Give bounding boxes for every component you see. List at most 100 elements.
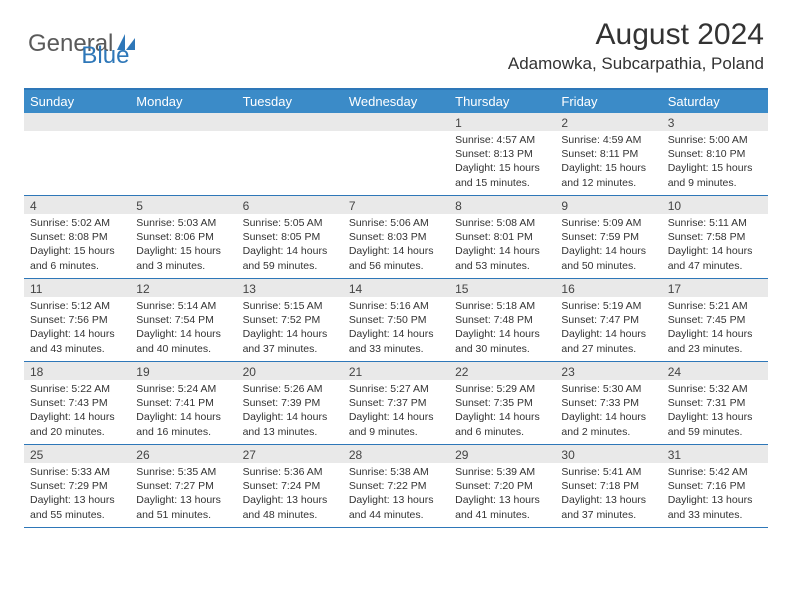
- calendar-header-cell: Sunday: [24, 90, 130, 113]
- location-text: Adamowka, Subcarpathia, Poland: [508, 54, 764, 74]
- calendar-week: 18Sunrise: 5:22 AMSunset: 7:43 PMDayligh…: [24, 362, 768, 445]
- daylight-text: Daylight: 13 hours and 33 minutes.: [668, 493, 762, 521]
- daylight-text: Daylight: 15 hours and 15 minutes.: [455, 161, 549, 189]
- calendar-header-cell: Monday: [130, 90, 236, 113]
- sunset-text: Sunset: 7:37 PM: [349, 396, 443, 410]
- calendar-cell: 19Sunrise: 5:24 AMSunset: 7:41 PMDayligh…: [130, 362, 236, 444]
- day-number: 31: [662, 445, 768, 463]
- day-number: 30: [555, 445, 661, 463]
- sunrise-text: Sunrise: 5:42 AM: [668, 465, 762, 479]
- day-body: [237, 131, 343, 137]
- day-body: Sunrise: 5:26 AMSunset: 7:39 PMDaylight:…: [237, 380, 343, 443]
- daylight-text: Daylight: 14 hours and 43 minutes.: [30, 327, 124, 355]
- calendar-header-cell: Friday: [555, 90, 661, 113]
- day-number: 16: [555, 279, 661, 297]
- daylight-text: Daylight: 13 hours and 41 minutes.: [455, 493, 549, 521]
- calendar-cell: 7Sunrise: 5:06 AMSunset: 8:03 PMDaylight…: [343, 196, 449, 278]
- sunrise-text: Sunrise: 5:32 AM: [668, 382, 762, 396]
- day-body: Sunrise: 5:24 AMSunset: 7:41 PMDaylight:…: [130, 380, 236, 443]
- calendar-cell: 17Sunrise: 5:21 AMSunset: 7:45 PMDayligh…: [662, 279, 768, 361]
- sunrise-text: Sunrise: 5:08 AM: [455, 216, 549, 230]
- sunset-text: Sunset: 8:03 PM: [349, 230, 443, 244]
- sunset-text: Sunset: 7:58 PM: [668, 230, 762, 244]
- day-body: Sunrise: 5:30 AMSunset: 7:33 PMDaylight:…: [555, 380, 661, 443]
- calendar-week: 11Sunrise: 5:12 AMSunset: 7:56 PMDayligh…: [24, 279, 768, 362]
- calendar-cell: 30Sunrise: 5:41 AMSunset: 7:18 PMDayligh…: [555, 445, 661, 527]
- day-body: Sunrise: 5:15 AMSunset: 7:52 PMDaylight:…: [237, 297, 343, 360]
- day-body: Sunrise: 5:36 AMSunset: 7:24 PMDaylight:…: [237, 463, 343, 526]
- sunset-text: Sunset: 7:56 PM: [30, 313, 124, 327]
- calendar-header-cell: Thursday: [449, 90, 555, 113]
- day-body: [24, 131, 130, 137]
- daylight-text: Daylight: 15 hours and 6 minutes.: [30, 244, 124, 272]
- sunset-text: Sunset: 8:13 PM: [455, 147, 549, 161]
- sunset-text: Sunset: 7:31 PM: [668, 396, 762, 410]
- page-header: General Blue August 2024 Adamowka, Subca…: [0, 0, 792, 82]
- sunset-text: Sunset: 8:10 PM: [668, 147, 762, 161]
- day-body: [343, 131, 449, 137]
- calendar-cell: 14Sunrise: 5:16 AMSunset: 7:50 PMDayligh…: [343, 279, 449, 361]
- day-body: Sunrise: 5:21 AMSunset: 7:45 PMDaylight:…: [662, 297, 768, 360]
- calendar-cell: 18Sunrise: 5:22 AMSunset: 7:43 PMDayligh…: [24, 362, 130, 444]
- sunset-text: Sunset: 8:05 PM: [243, 230, 337, 244]
- sunset-text: Sunset: 7:43 PM: [30, 396, 124, 410]
- sunrise-text: Sunrise: 5:24 AM: [136, 382, 230, 396]
- day-number: 23: [555, 362, 661, 380]
- calendar-cell: [24, 113, 130, 195]
- calendar-cell: 25Sunrise: 5:33 AMSunset: 7:29 PMDayligh…: [24, 445, 130, 527]
- daylight-text: Daylight: 14 hours and 27 minutes.: [561, 327, 655, 355]
- day-number: 10: [662, 196, 768, 214]
- day-body: Sunrise: 5:03 AMSunset: 8:06 PMDaylight:…: [130, 214, 236, 277]
- sunrise-text: Sunrise: 5:09 AM: [561, 216, 655, 230]
- day-number: 27: [237, 445, 343, 463]
- day-number: 21: [343, 362, 449, 380]
- calendar-cell: 31Sunrise: 5:42 AMSunset: 7:16 PMDayligh…: [662, 445, 768, 527]
- sunset-text: Sunset: 7:33 PM: [561, 396, 655, 410]
- day-number: 2: [555, 113, 661, 131]
- calendar-cell: 27Sunrise: 5:36 AMSunset: 7:24 PMDayligh…: [237, 445, 343, 527]
- day-number: 20: [237, 362, 343, 380]
- day-body: Sunrise: 5:32 AMSunset: 7:31 PMDaylight:…: [662, 380, 768, 443]
- calendar-cell: 12Sunrise: 5:14 AMSunset: 7:54 PMDayligh…: [130, 279, 236, 361]
- day-number: 22: [449, 362, 555, 380]
- day-number: 3: [662, 113, 768, 131]
- sunset-text: Sunset: 7:22 PM: [349, 479, 443, 493]
- day-number: 24: [662, 362, 768, 380]
- sunrise-text: Sunrise: 5:22 AM: [30, 382, 124, 396]
- calendar-cell: 20Sunrise: 5:26 AMSunset: 7:39 PMDayligh…: [237, 362, 343, 444]
- daylight-text: Daylight: 14 hours and 13 minutes.: [243, 410, 337, 438]
- day-body: Sunrise: 5:38 AMSunset: 7:22 PMDaylight:…: [343, 463, 449, 526]
- day-body: Sunrise: 5:06 AMSunset: 8:03 PMDaylight:…: [343, 214, 449, 277]
- sunrise-text: Sunrise: 5:19 AM: [561, 299, 655, 313]
- day-number: [343, 113, 449, 131]
- day-number: 12: [130, 279, 236, 297]
- day-number: 4: [24, 196, 130, 214]
- sunset-text: Sunset: 7:41 PM: [136, 396, 230, 410]
- calendar-cell: 26Sunrise: 5:35 AMSunset: 7:27 PMDayligh…: [130, 445, 236, 527]
- day-number: 7: [343, 196, 449, 214]
- daylight-text: Daylight: 14 hours and 37 minutes.: [243, 327, 337, 355]
- sunrise-text: Sunrise: 5:39 AM: [455, 465, 549, 479]
- daylight-text: Daylight: 14 hours and 16 minutes.: [136, 410, 230, 438]
- sunrise-text: Sunrise: 5:02 AM: [30, 216, 124, 230]
- sunrise-text: Sunrise: 5:18 AM: [455, 299, 549, 313]
- title-block: August 2024 Adamowka, Subcarpathia, Pola…: [508, 18, 764, 74]
- day-body: Sunrise: 5:22 AMSunset: 7:43 PMDaylight:…: [24, 380, 130, 443]
- sunset-text: Sunset: 7:47 PM: [561, 313, 655, 327]
- daylight-text: Daylight: 14 hours and 56 minutes.: [349, 244, 443, 272]
- daylight-text: Daylight: 15 hours and 9 minutes.: [668, 161, 762, 189]
- calendar-cell: 15Sunrise: 5:18 AMSunset: 7:48 PMDayligh…: [449, 279, 555, 361]
- sunset-text: Sunset: 7:48 PM: [455, 313, 549, 327]
- day-body: Sunrise: 5:33 AMSunset: 7:29 PMDaylight:…: [24, 463, 130, 526]
- daylight-text: Daylight: 14 hours and 9 minutes.: [349, 410, 443, 438]
- day-body: Sunrise: 5:02 AMSunset: 8:08 PMDaylight:…: [24, 214, 130, 277]
- calendar-cell: 10Sunrise: 5:11 AMSunset: 7:58 PMDayligh…: [662, 196, 768, 278]
- day-body: Sunrise: 5:19 AMSunset: 7:47 PMDaylight:…: [555, 297, 661, 360]
- day-body: Sunrise: 4:59 AMSunset: 8:11 PMDaylight:…: [555, 131, 661, 194]
- sunset-text: Sunset: 7:20 PM: [455, 479, 549, 493]
- day-number: 9: [555, 196, 661, 214]
- day-number: 8: [449, 196, 555, 214]
- calendar-week: 25Sunrise: 5:33 AMSunset: 7:29 PMDayligh…: [24, 445, 768, 528]
- sunrise-text: Sunrise: 5:36 AM: [243, 465, 337, 479]
- day-number: 11: [24, 279, 130, 297]
